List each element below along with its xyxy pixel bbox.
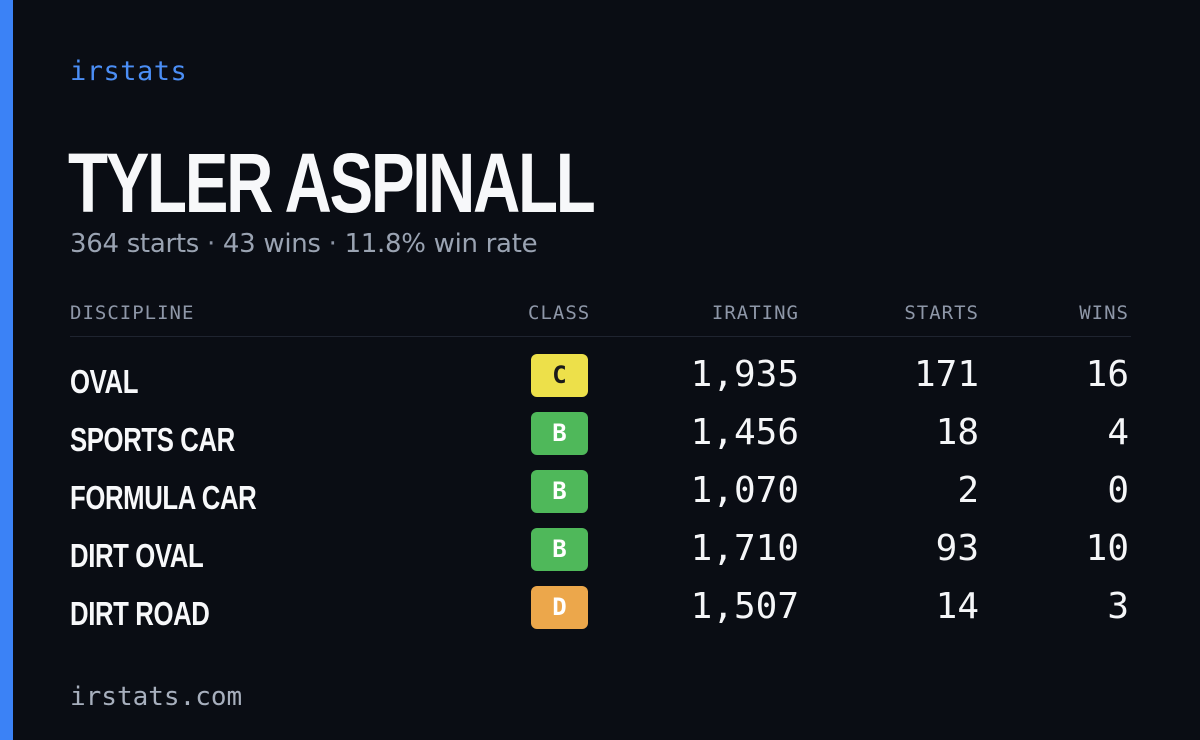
irating-value: 1,070 [690,470,799,511]
irating-value: 1,456 [690,412,799,453]
table-row: OVAL C 1,935 171 16 [70,352,1131,410]
table-body: OVAL C 1,935 171 16 SPORTS CAR B 1,456 1… [70,337,1131,642]
table-row: DIRT OVAL B 1,710 93 10 [70,526,1131,584]
irating-value: 1,507 [690,586,799,627]
irating-value: 1,935 [690,354,799,395]
summary-separator: · [328,229,337,259]
header-class: CLASS [528,302,591,324]
starts-value: 2 [957,470,979,511]
header-starts: STARTS [904,302,979,324]
starts-value: 93 [935,528,979,569]
header-discipline: DISCIPLINE [70,302,195,324]
table-header: DISCIPLINE CLASS IRATING STARTS WINS [70,296,1131,337]
discipline-name: DIRT ROAD [70,595,210,632]
table-row: DIRT ROAD D 1,507 14 3 [70,584,1131,642]
starts-value: 171 [913,354,979,395]
wins-value: 10 [1085,528,1129,569]
class-badge: B [531,528,588,571]
header-wins: WINS [1079,302,1129,324]
summary-wins: 43 wins [222,229,321,259]
wins-value: 4 [1107,412,1129,453]
wins-value: 0 [1107,470,1129,511]
summary-win-rate: 11.8% win rate [344,229,538,259]
wins-value: 3 [1107,586,1129,627]
discipline-name: DIRT OVAL [70,537,204,574]
discipline-name: SPORTS CAR [70,421,235,458]
summary-starts: 364 starts [70,229,199,259]
discipline-table: DISCIPLINE CLASS IRATING STARTS WINS OVA… [70,296,1131,642]
summary-separator: · [206,229,215,259]
starts-value: 18 [935,412,979,453]
class-badge: B [531,412,588,455]
table-row: FORMULA CAR B 1,070 2 0 [70,468,1131,526]
discipline-name: OVAL [70,363,139,400]
accent-bar [0,0,13,740]
starts-value: 14 [935,586,979,627]
brand-logo-text: irstats [70,56,188,87]
class-badge: D [531,586,588,629]
class-badge: B [531,470,588,513]
header-irating: IRATING [711,302,799,324]
discipline-name: FORMULA CAR [70,479,257,516]
wins-value: 16 [1085,354,1129,395]
table-row: SPORTS CAR B 1,456 18 4 [70,410,1131,468]
footer-url[interactable]: irstats.com [70,682,243,712]
irating-value: 1,710 [690,528,799,569]
class-badge: C [531,354,588,397]
driver-summary: 364 starts · 43 wins · 11.8% win rate [70,229,538,259]
driver-name: TYLER ASPINALL [68,136,596,230]
